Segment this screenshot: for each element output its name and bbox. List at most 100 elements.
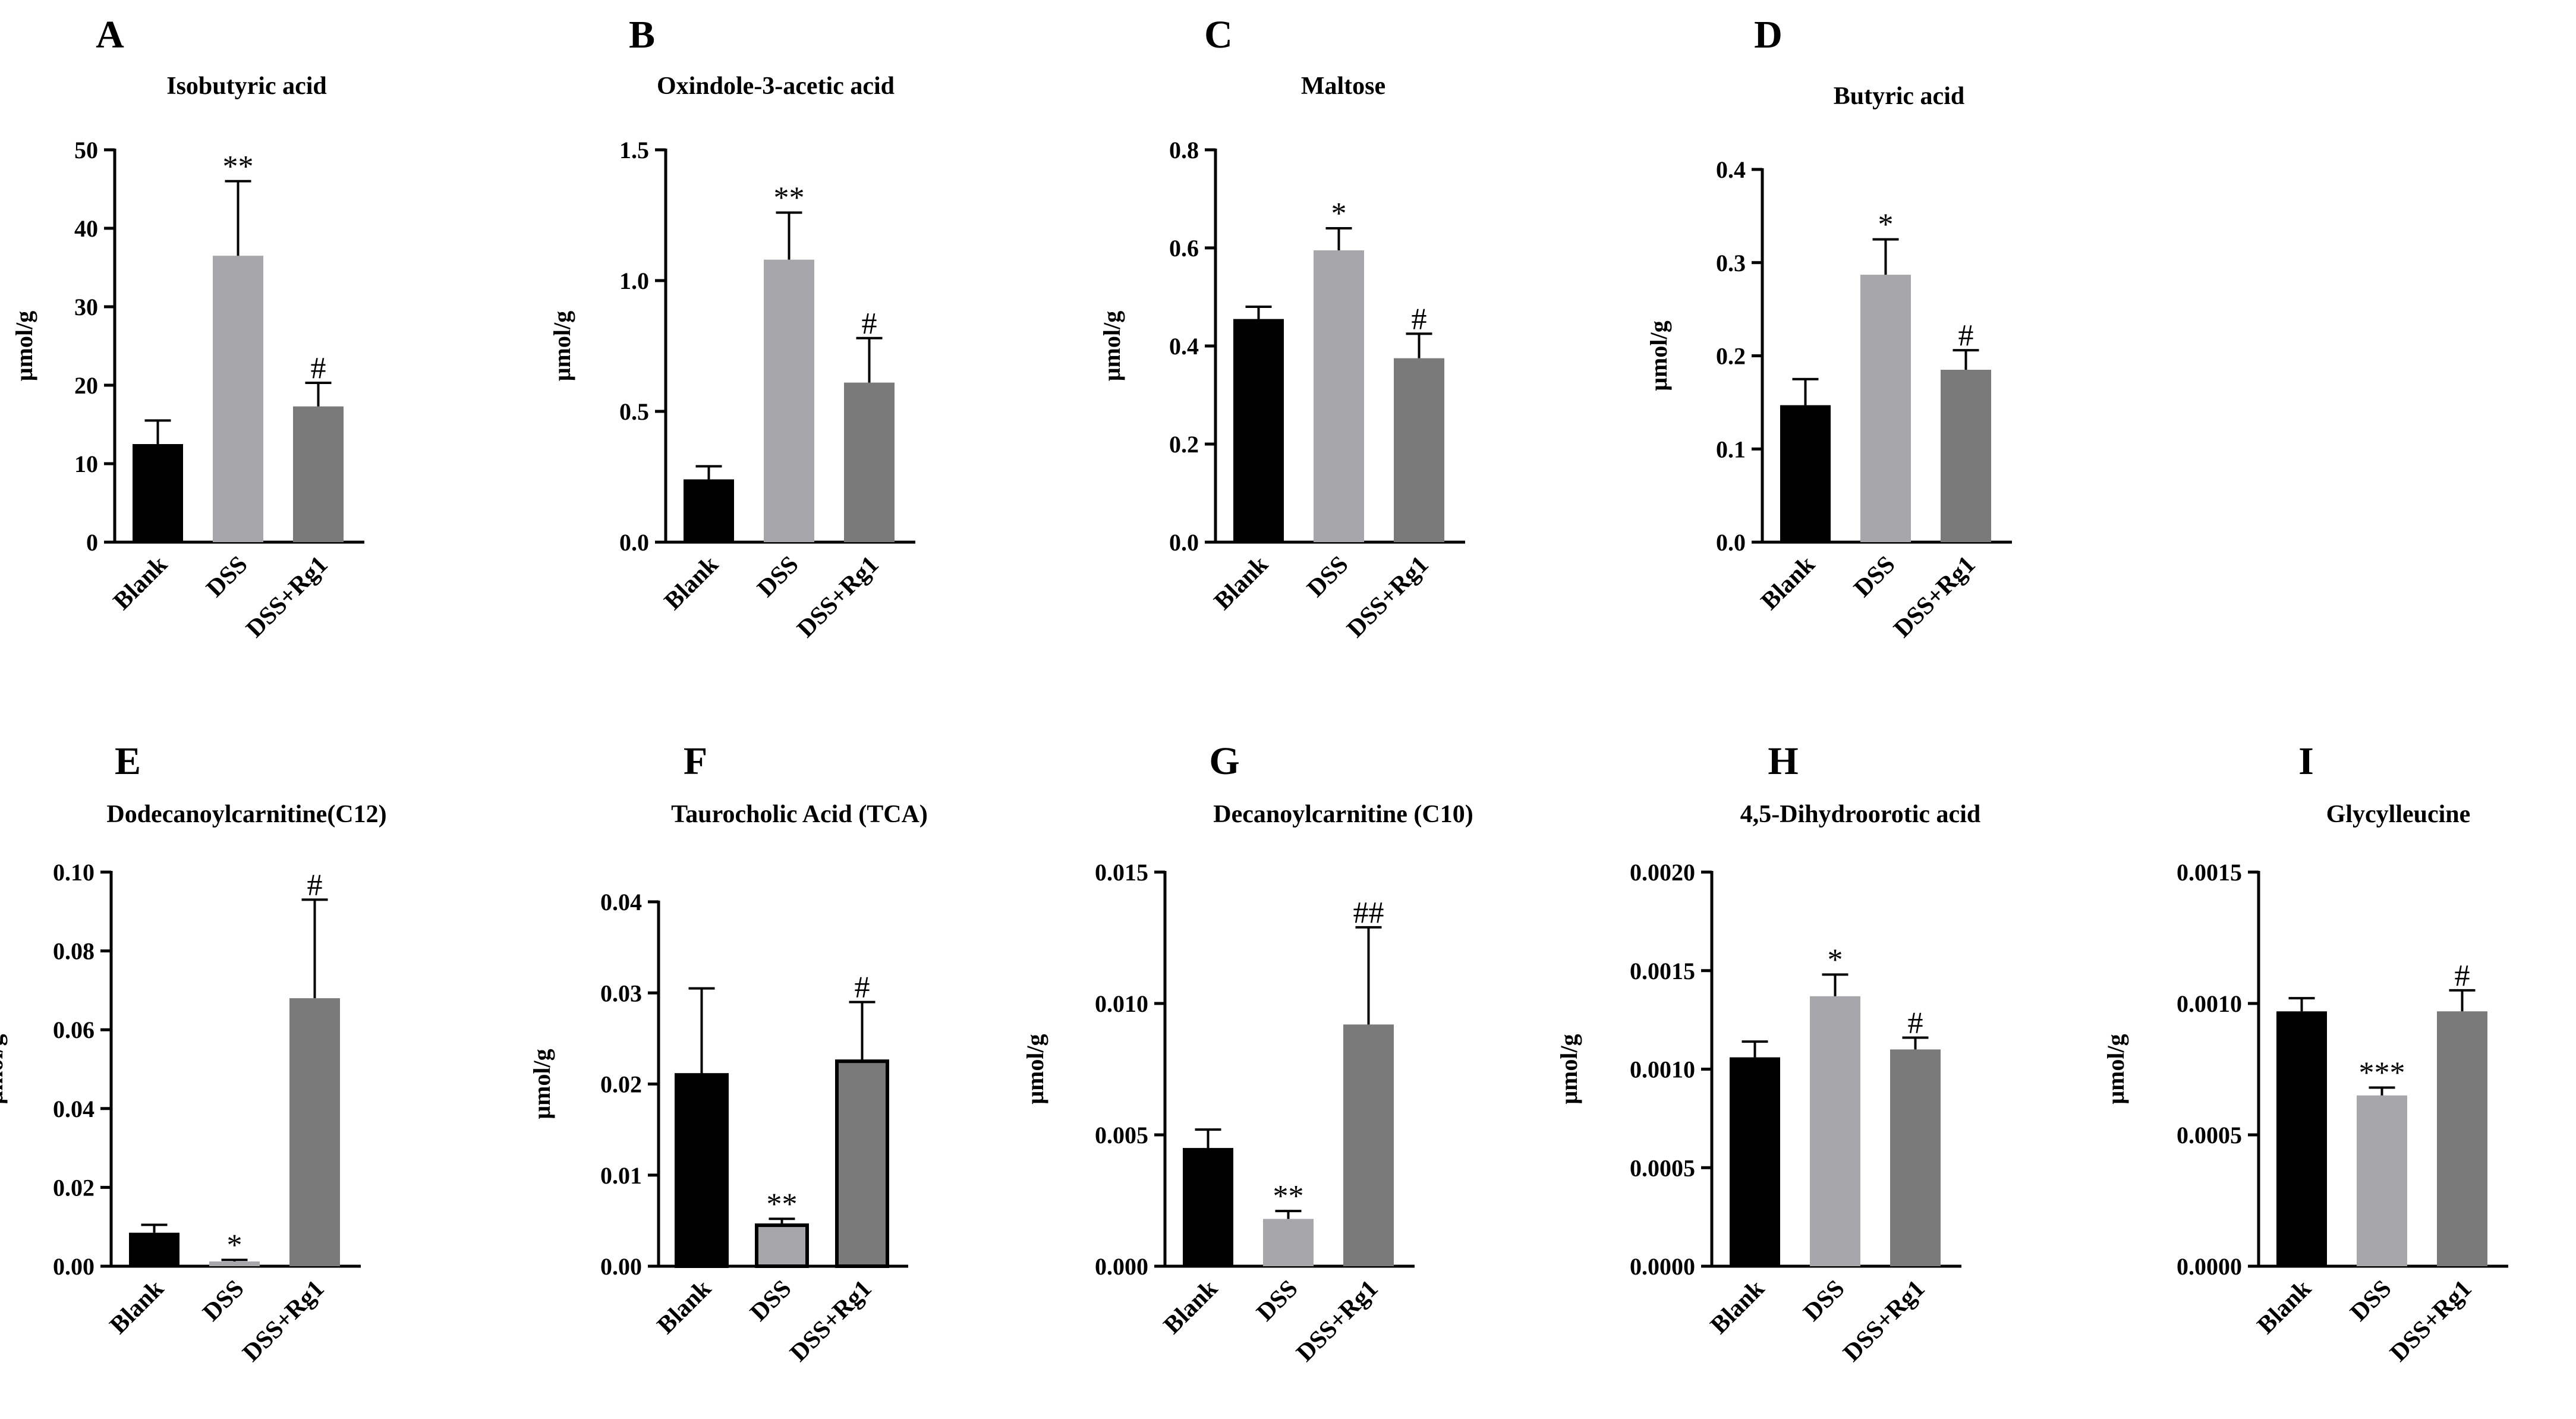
panel-letter: D: [1754, 13, 1783, 56]
bar-blank: [133, 444, 183, 542]
significance-mark: #: [855, 971, 870, 1005]
x-tick-label: DSS+Rg1: [792, 551, 884, 643]
y-tick-label: 0.2: [1169, 431, 1199, 458]
y-tick-label: 0.0010: [1630, 1056, 1695, 1083]
panel-letter: C: [1204, 13, 1233, 56]
x-tick-label: Blank: [2252, 1275, 2317, 1339]
panel-letter: E: [115, 740, 141, 783]
y-tick-label: 0.00: [600, 1253, 642, 1280]
x-tick-label: DSS+Rg1: [241, 551, 333, 643]
bar-blank: [1233, 319, 1284, 542]
panel-d: D Butyric acid 0.0 0.1 0.2 0.3 0.4 μmol/g Blank *…: [1645, 13, 2012, 643]
significance-mark: *: [1331, 197, 1347, 231]
y-tick-label: 0.02: [600, 1071, 642, 1098]
x-tick-label: Blank: [108, 550, 173, 615]
panel-letter: G: [1209, 740, 1239, 783]
y-tick-label: 0.0: [1169, 529, 1199, 556]
significance-mark: *: [1828, 943, 1843, 977]
y-tick-label: 0.005: [1095, 1122, 1148, 1149]
panel-letter: B: [629, 13, 655, 56]
x-tick-label: DSS+Rg1: [1888, 551, 1980, 643]
x-tick-label: Blank: [1756, 550, 1821, 615]
x-tick-label: DSS: [1799, 1275, 1850, 1327]
y-axis-label: μmol/g: [11, 311, 37, 381]
bar-dss-rg1: [1394, 358, 1444, 542]
y-tick-label: 0.010: [1095, 990, 1148, 1017]
y-tick-label: 0.8: [1169, 137, 1199, 163]
chart-title: Glycylleucine: [2326, 801, 2471, 828]
x-tick-label: Blank: [652, 1275, 717, 1339]
significance-mark: *: [227, 1228, 243, 1262]
x-tick-label: DSS: [1849, 551, 1901, 603]
y-tick-label: 0.00: [53, 1253, 95, 1280]
y-tick-label: 0.0005: [1630, 1154, 1695, 1181]
y-tick-label: 0.5: [619, 398, 649, 425]
bar-dss: [1314, 250, 1364, 542]
chart-title: Oxindole-3-acetic acid: [657, 73, 895, 100]
significance-mark: #: [1958, 319, 1974, 353]
y-tick-label: 50: [74, 137, 98, 163]
x-tick-label: Blank: [105, 1275, 169, 1339]
y-tick-label: 0.4: [1169, 333, 1199, 360]
y-tick-label: 0.0010: [2177, 990, 2242, 1017]
y-tick-label: 1.5: [619, 137, 649, 163]
y-tick-label: 0.0005: [2177, 1122, 2242, 1149]
x-tick-label: DSS: [1302, 551, 1354, 603]
chart-title: Dodecanoylcarnitine(C12): [106, 801, 386, 828]
y-axis-label: μmol/g: [0, 1034, 8, 1104]
bar-blank: [675, 1073, 729, 1269]
y-tick-label: 0.0000: [2177, 1253, 2242, 1280]
significance-mark: #: [1412, 302, 1427, 336]
bar-dss: [213, 256, 263, 542]
y-tick-label: 0.0020: [1630, 859, 1695, 886]
panel-letter: I: [2298, 740, 2314, 783]
panel-letter: A: [96, 13, 124, 56]
bar-dss-rg1: [1890, 1049, 1941, 1266]
y-tick-label: 0.000: [1095, 1253, 1148, 1280]
bar-dss-rg1: [293, 406, 344, 542]
significance-mark: #: [862, 307, 877, 341]
panel-h: H 4,5-Dihydroorotic acid 0.0000 0.0005 0.001…: [1555, 740, 1980, 1367]
bar-blank: [684, 479, 734, 542]
bar-dss-rg1: [1941, 370, 1991, 542]
y-axis-label: μmol/g: [1555, 1034, 1582, 1104]
y-axis-label: μmol/g: [1098, 311, 1125, 381]
y-tick-label: 0.08: [53, 938, 95, 965]
bar-dss-rg1: [2437, 1011, 2487, 1266]
x-tick-label: DSS: [752, 551, 804, 603]
bar-dss: [764, 259, 814, 542]
significance-mark: **: [223, 150, 254, 184]
y-tick-label: 0.04: [600, 889, 642, 915]
bar-dss-rg1: [835, 1059, 889, 1268]
y-tick-label: 0: [86, 529, 98, 556]
y-tick-label: 0.02: [53, 1174, 95, 1201]
chart-title: 4,5-Dihydroorotic acid: [1740, 801, 1980, 828]
bar-dss: [1810, 996, 1860, 1266]
x-tick-label: Blank: [1209, 550, 1274, 615]
x-tick-label: DSS+Rg1: [1291, 1275, 1383, 1367]
significance-mark: ***: [2359, 1056, 2405, 1090]
y-tick-label: 0.0015: [2177, 859, 2242, 886]
y-tick-label: 0.03: [600, 980, 642, 1006]
panel-i: I Glycylleucine 0.0000 0.0005 0.0010 0.0015 μm…: [2102, 740, 2508, 1367]
x-tick-label: DSS: [198, 1275, 250, 1327]
panel-f: F Taurocholic Acid (TCA) 0.00 0.01 0.02 0.03 0…: [528, 740, 928, 1367]
significance-mark: **: [1273, 1179, 1304, 1213]
chart-title: Decanoylcarnitine (C10): [1213, 801, 1473, 828]
bar-blank: [1780, 405, 1831, 542]
bar-dss: [755, 1223, 809, 1269]
x-tick-label: DSS+Rg1: [237, 1275, 329, 1367]
bar-dss: [1263, 1219, 1314, 1266]
y-tick-label: 0.0: [1716, 529, 1746, 556]
x-tick-label: Blank: [659, 550, 724, 615]
y-tick-label: 30: [74, 294, 98, 320]
bar-dss-rg1: [1343, 1024, 1394, 1266]
significance-mark: #: [311, 351, 326, 385]
bar-blank: [2276, 1011, 2327, 1266]
y-axis-label: μmol/g: [528, 1049, 555, 1119]
y-tick-label: 0.01: [600, 1162, 642, 1189]
x-tick-label: DSS+Rg1: [2385, 1275, 2477, 1367]
y-tick-label: 0.0015: [1630, 958, 1695, 984]
significance-mark: #: [307, 868, 323, 902]
